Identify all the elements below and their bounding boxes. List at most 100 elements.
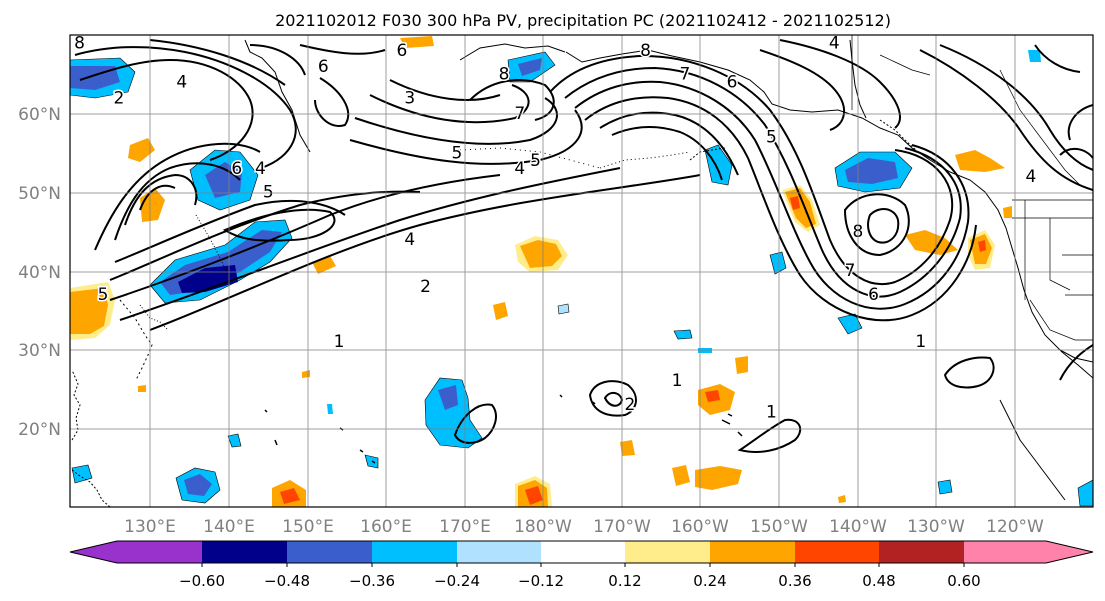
coastline <box>721 413 743 437</box>
precip-blob <box>705 390 720 402</box>
precip-blob <box>438 385 458 410</box>
colorbar-tick-label: −0.48 <box>264 572 310 590</box>
precip-blob <box>955 150 1005 172</box>
contour-label: 6 <box>318 57 329 77</box>
colorbar-tick-label: 0.48 <box>862 572 895 590</box>
pv-contour <box>737 418 802 453</box>
pv-contour <box>222 208 336 242</box>
colorbar-ticks <box>201 563 965 567</box>
pv-contour <box>369 84 530 124</box>
colorbar-tick-label: 0.36 <box>778 572 811 590</box>
border <box>1029 299 1093 341</box>
pv-contour <box>74 46 297 171</box>
contour-label: 4 <box>829 33 840 53</box>
precip-blob <box>327 404 333 414</box>
colorbar-tick-label: −0.24 <box>434 572 480 590</box>
contour-label: 7 <box>679 65 690 85</box>
coastline <box>565 49 1093 379</box>
lon-label: 160°W <box>671 517 729 537</box>
pv-contour <box>599 111 739 176</box>
pv-contour <box>549 54 954 286</box>
precip-blob <box>205 162 242 198</box>
contour-label: 4 <box>404 230 415 250</box>
precip-blob <box>128 138 155 162</box>
precip-blob <box>790 196 800 210</box>
colorbar-tick-labels: −0.60 −0.48 −0.36 −0.24 −0.12 0.12 0.24 … <box>179 572 981 590</box>
colorbar-outline <box>69 540 1094 564</box>
pv-contour <box>119 167 621 321</box>
precip-blob <box>364 454 379 469</box>
pv-contour <box>919 49 1093 191</box>
latitude-labels: 60°N 50°N 40°N 30°N 20°N <box>18 105 61 440</box>
pv-contour <box>779 39 901 129</box>
contour-label: 7 <box>845 261 856 281</box>
contour-label: 5 <box>766 128 777 148</box>
colorbar-segment-6 <box>625 541 710 563</box>
colorbar-tick-label: 0.12 <box>608 572 641 590</box>
pv-contour <box>943 356 995 389</box>
pv-contour <box>109 174 501 301</box>
lon-label: 180°W <box>514 517 572 537</box>
pv-contour <box>314 77 350 127</box>
pv-contour <box>588 380 637 417</box>
colorbar-segment-5 <box>541 541 625 563</box>
pv-contour <box>149 174 701 331</box>
graticule <box>70 35 1093 507</box>
precip-blob <box>493 302 508 320</box>
contour-label: 8 <box>499 65 510 85</box>
lat-label: 40°N <box>18 263 61 283</box>
lat-label: 50°N <box>18 184 61 204</box>
precip-blob <box>978 240 986 252</box>
precip-blob <box>518 58 542 76</box>
precip-blob <box>704 144 733 186</box>
precip-blob <box>735 356 748 374</box>
contour-label: 2 <box>420 277 431 297</box>
pv-contour <box>564 66 962 298</box>
contour-label: 6 <box>868 285 879 305</box>
contour-label: 4 <box>514 159 525 179</box>
border <box>999 69 1081 186</box>
pv-contour <box>109 190 421 281</box>
contour-label: 4 <box>176 73 187 93</box>
coastline <box>849 39 867 119</box>
contour-label: 5 <box>451 143 462 163</box>
contour-label: 2 <box>113 88 124 108</box>
pv-contour <box>124 173 198 226</box>
contour-label: 4 <box>1025 167 1036 187</box>
pv-contour <box>389 79 501 101</box>
precip-blob <box>227 433 242 448</box>
pv-contour <box>349 109 583 165</box>
longitude-labels: 130°E 140°E 150°E 160°E 170°E 180°W 170°… <box>124 517 1044 537</box>
precip-blob <box>520 240 562 268</box>
precip-blob <box>1077 479 1093 507</box>
lon-label: 120°W <box>986 517 1044 537</box>
precip-blob <box>837 313 863 335</box>
colorbar-segment-2 <box>287 541 372 563</box>
map-frame <box>69 34 1094 508</box>
colorbar-tick-label: −0.60 <box>179 572 225 590</box>
precip-blob <box>71 464 93 484</box>
contour-label: 3 <box>404 88 415 108</box>
colorbar-segment-8 <box>795 541 879 563</box>
precip-blob <box>138 385 146 392</box>
colorbar-tick-label: −0.12 <box>518 572 564 590</box>
border <box>1049 218 1071 291</box>
lon-label: 130°W <box>907 517 965 537</box>
precip-blob <box>672 465 690 486</box>
coastline <box>119 299 153 381</box>
contour-label: 4 <box>255 159 266 179</box>
precip-blob <box>620 440 635 456</box>
colorbar-tick-label: 0.24 <box>693 572 726 590</box>
pv-contour <box>1059 344 1093 381</box>
pv-contour <box>149 39 286 86</box>
precip-blob <box>557 303 570 315</box>
coastline <box>999 399 1066 501</box>
pv-contour <box>867 208 900 244</box>
lon-label: 140°E <box>203 517 255 537</box>
precip-blob <box>280 488 300 504</box>
lon-label: 170°E <box>439 517 491 537</box>
contour-label: 6 <box>396 41 407 61</box>
contour-label: 1 <box>915 332 926 352</box>
